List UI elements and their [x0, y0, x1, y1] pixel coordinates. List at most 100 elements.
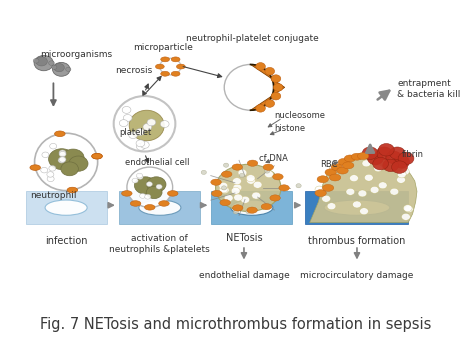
Circle shape [271, 75, 281, 82]
Ellipse shape [331, 164, 343, 170]
Circle shape [246, 177, 255, 184]
Circle shape [264, 171, 273, 178]
Circle shape [241, 196, 250, 203]
Polygon shape [251, 65, 285, 110]
Circle shape [160, 121, 169, 127]
Ellipse shape [329, 174, 341, 181]
Ellipse shape [55, 131, 65, 137]
Circle shape [234, 194, 243, 201]
Circle shape [223, 163, 228, 167]
Circle shape [386, 151, 401, 164]
Circle shape [401, 168, 410, 175]
Circle shape [327, 203, 336, 210]
Circle shape [397, 176, 405, 183]
Ellipse shape [325, 169, 337, 176]
Circle shape [246, 209, 251, 214]
Circle shape [404, 206, 413, 213]
Circle shape [383, 159, 399, 171]
Ellipse shape [145, 204, 155, 210]
Ellipse shape [130, 201, 141, 206]
Ellipse shape [35, 133, 98, 191]
Circle shape [69, 156, 88, 171]
Circle shape [231, 187, 240, 194]
Ellipse shape [343, 162, 354, 169]
Circle shape [137, 143, 145, 150]
Ellipse shape [216, 164, 281, 212]
Ellipse shape [159, 201, 169, 206]
Ellipse shape [224, 65, 277, 110]
Ellipse shape [317, 176, 328, 183]
Circle shape [360, 208, 368, 215]
Ellipse shape [273, 174, 283, 180]
Circle shape [53, 62, 70, 76]
Circle shape [146, 186, 162, 199]
Ellipse shape [263, 164, 273, 170]
Circle shape [41, 167, 48, 173]
Circle shape [58, 158, 65, 163]
Circle shape [50, 143, 57, 149]
Circle shape [378, 143, 394, 156]
Circle shape [233, 184, 242, 191]
Circle shape [246, 175, 255, 182]
Text: Fig. 7 NETosis and microthrombus formation in sepsis: Fig. 7 NETosis and microthrombus formati… [39, 317, 431, 332]
Text: cf DNA: cf DNA [259, 154, 288, 163]
Ellipse shape [127, 167, 173, 207]
Circle shape [264, 169, 270, 173]
Circle shape [296, 184, 301, 188]
Circle shape [271, 92, 281, 100]
Ellipse shape [338, 158, 349, 165]
Ellipse shape [176, 64, 185, 69]
Text: necrosis: necrosis [115, 66, 152, 75]
Circle shape [136, 129, 145, 136]
Circle shape [136, 140, 145, 147]
Ellipse shape [247, 207, 257, 213]
Circle shape [49, 165, 56, 171]
Ellipse shape [220, 200, 230, 206]
Circle shape [156, 184, 162, 189]
Ellipse shape [221, 171, 232, 177]
Circle shape [255, 62, 265, 70]
Circle shape [137, 173, 143, 178]
Ellipse shape [232, 164, 243, 170]
Ellipse shape [211, 179, 221, 185]
Circle shape [350, 175, 358, 182]
Circle shape [389, 147, 405, 159]
Text: histone: histone [274, 124, 306, 133]
Ellipse shape [45, 200, 87, 215]
Circle shape [273, 83, 283, 91]
Circle shape [255, 104, 265, 112]
Ellipse shape [344, 155, 356, 162]
Circle shape [42, 152, 49, 158]
Circle shape [392, 161, 407, 173]
FancyBboxPatch shape [211, 191, 292, 224]
Circle shape [224, 195, 233, 202]
Text: thrombus formation: thrombus formation [308, 236, 406, 246]
Circle shape [362, 160, 371, 167]
Ellipse shape [324, 200, 390, 215]
Ellipse shape [139, 200, 181, 215]
Polygon shape [310, 154, 417, 223]
Circle shape [378, 182, 387, 189]
Ellipse shape [92, 153, 102, 159]
Circle shape [390, 188, 399, 195]
Circle shape [265, 100, 274, 107]
Circle shape [52, 65, 57, 69]
Circle shape [220, 186, 229, 193]
Ellipse shape [161, 71, 170, 76]
Circle shape [132, 178, 138, 183]
Circle shape [49, 149, 75, 170]
Text: activation of
neutrophils &platelets: activation of neutrophils &platelets [109, 234, 210, 254]
Circle shape [147, 119, 156, 126]
FancyBboxPatch shape [305, 191, 408, 224]
Circle shape [376, 147, 392, 159]
Ellipse shape [232, 205, 243, 211]
Ellipse shape [30, 165, 40, 170]
Circle shape [49, 61, 55, 65]
Circle shape [33, 59, 39, 63]
Text: RBC: RBC [320, 160, 338, 169]
Circle shape [233, 210, 238, 214]
Text: endothelial cell: endothelial cell [125, 158, 189, 167]
Circle shape [373, 157, 389, 170]
Circle shape [59, 157, 66, 162]
Ellipse shape [114, 96, 175, 152]
